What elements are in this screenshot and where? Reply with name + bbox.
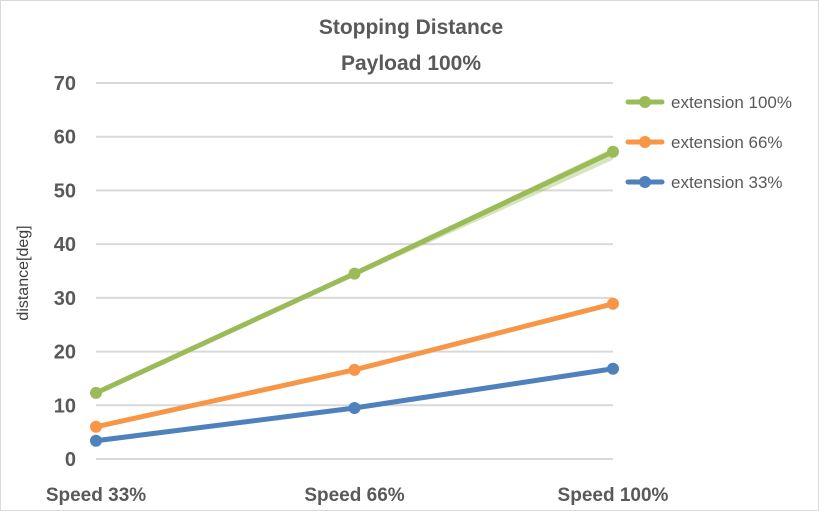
data-point [348, 401, 361, 414]
data-point [348, 267, 361, 280]
y-tick-label: 40 [54, 234, 76, 256]
chart-title-line-1: Stopping Distance [319, 16, 503, 39]
data-point [90, 434, 102, 447]
legend-label: extension 33% [671, 173, 783, 192]
x-tick-label: Speed 33% [46, 485, 146, 506]
legend-label: extension 66% [671, 133, 783, 152]
y-tick-label: 30 [54, 288, 76, 310]
y-tick-label: 60 [54, 127, 76, 149]
y-tick-label: 50 [54, 180, 76, 202]
y-tick-label: 0 [65, 449, 76, 471]
legend-marker [639, 136, 651, 148]
legend-marker [639, 96, 651, 108]
y-tick-label: 10 [54, 395, 76, 417]
chart-title-line-2: Payload 100% [341, 52, 481, 75]
y-tick-label: 20 [54, 342, 76, 364]
data-point [607, 145, 619, 158]
x-tick-label: Speed 66% [304, 485, 404, 506]
data-point [348, 363, 361, 376]
x-tick-label: Speed 100% [558, 485, 669, 506]
legend-marker [639, 176, 651, 188]
y-tick-label: 70 [54, 73, 76, 95]
legend-label: extension 100% [671, 93, 792, 112]
y-axis-label: distance[deg] [15, 225, 32, 320]
data-point [90, 420, 102, 433]
data-point [90, 386, 102, 399]
data-point [607, 297, 619, 310]
data-point [607, 362, 619, 375]
